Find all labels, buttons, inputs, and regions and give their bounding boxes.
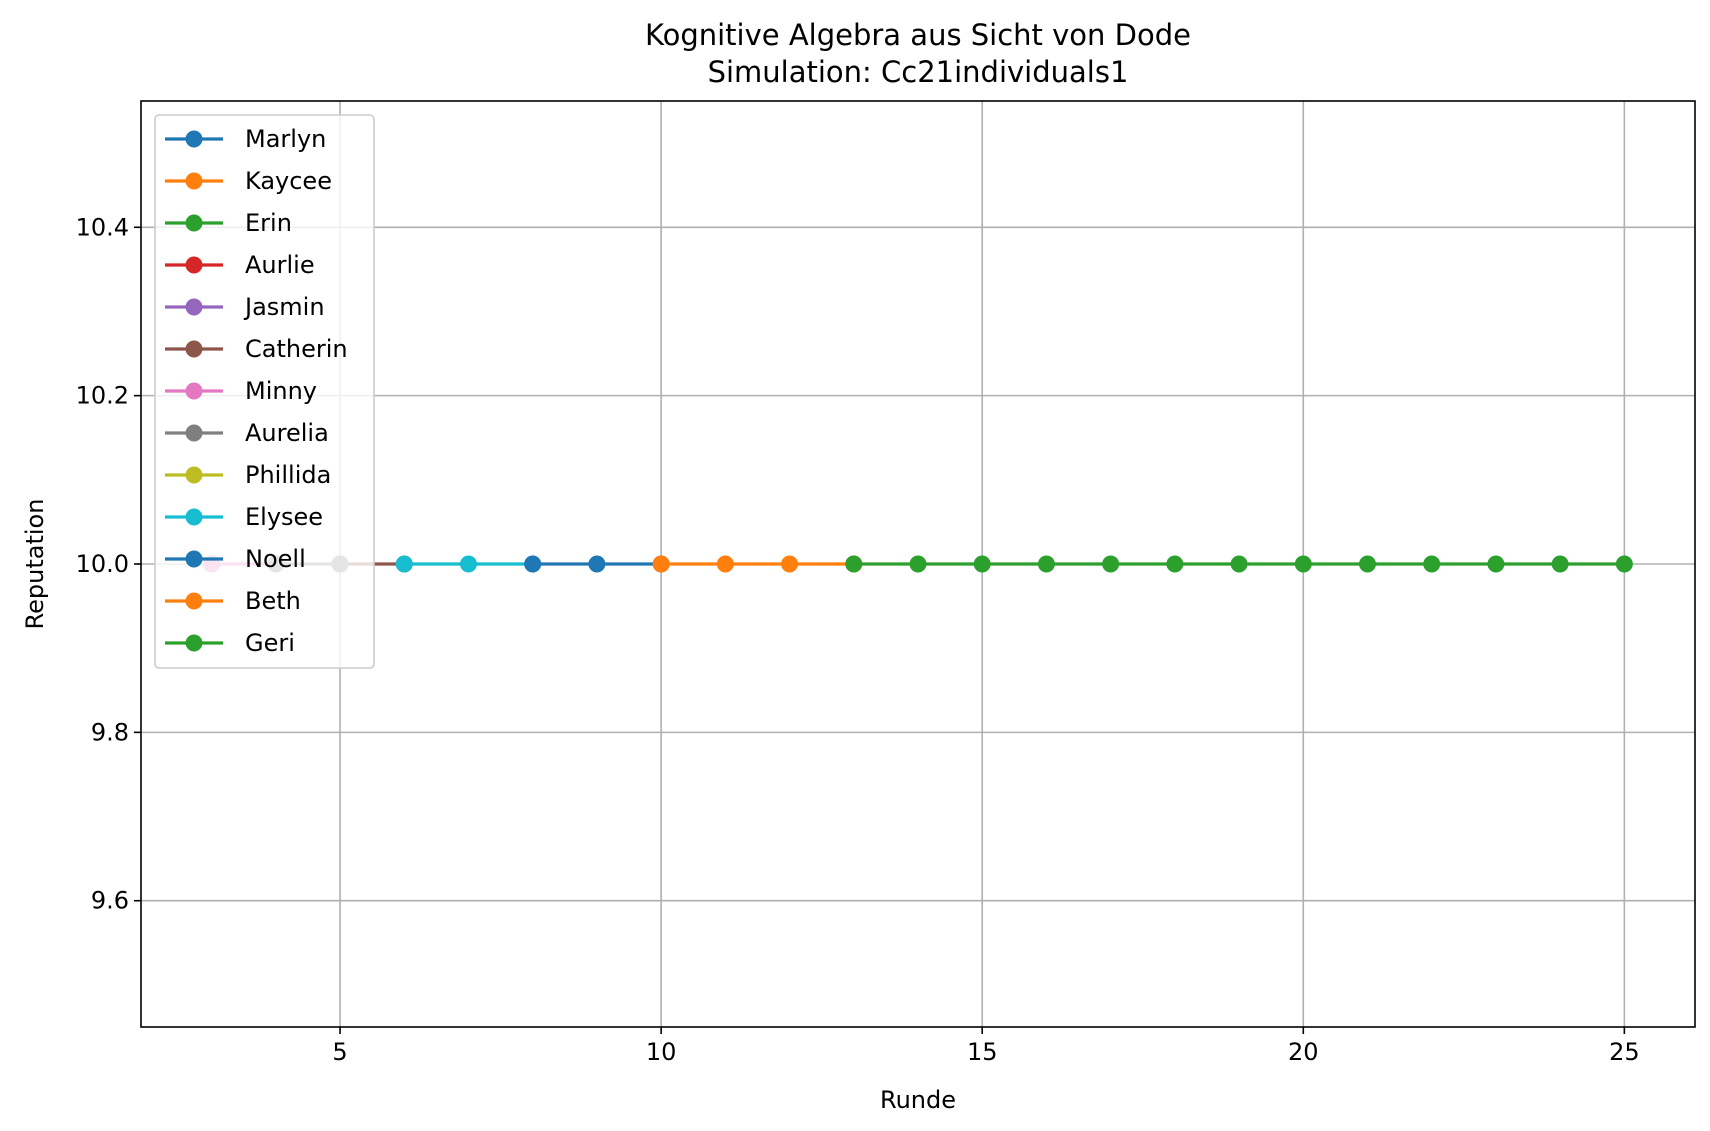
legend-marker-swatch xyxy=(185,550,203,568)
legend-marker-swatch xyxy=(185,214,203,232)
legend-entry: Aurlie xyxy=(165,251,315,279)
legend-entry: Catherin xyxy=(165,335,348,363)
legend-label: Kaycee xyxy=(245,167,332,195)
data-point xyxy=(1359,555,1377,573)
legend-marker-swatch xyxy=(185,130,203,148)
legend-label: Marlyn xyxy=(245,125,326,153)
legend-label: Aurlie xyxy=(245,251,315,279)
data-point xyxy=(781,555,799,573)
legend-label: Catherin xyxy=(245,335,348,363)
x-tick-label: 15 xyxy=(967,1038,998,1066)
data-point xyxy=(395,555,413,573)
legend-entry: Erin xyxy=(165,209,292,237)
legend-entry: Jasmin xyxy=(165,293,325,321)
data-point xyxy=(459,555,477,573)
legend-marker-swatch xyxy=(185,298,203,316)
legend-entry: Geri xyxy=(165,629,295,657)
legend-marker-swatch xyxy=(185,172,203,190)
legend: Marlyn Kaycee Erin Aurlie Jasmin Catherin Minn… xyxy=(154,114,375,669)
legend-label: Noell xyxy=(245,545,306,573)
x-tick-label: 20 xyxy=(1288,1038,1319,1066)
legend-marker-swatch xyxy=(185,634,203,652)
legend-label: Erin xyxy=(245,209,292,237)
legend-label: Beth xyxy=(245,587,301,615)
x-tick-label: 25 xyxy=(1609,1038,1640,1066)
data-point xyxy=(1166,555,1184,573)
legend-label: Phillida xyxy=(245,461,331,489)
legend-entry: Elysee xyxy=(165,503,323,531)
data-point xyxy=(1294,555,1312,573)
data-point xyxy=(1487,555,1505,573)
data-point xyxy=(652,555,670,573)
y-tick-label: 10.4 xyxy=(76,213,129,241)
legend-entry: Phillida xyxy=(165,461,331,489)
legend-label: Jasmin xyxy=(243,293,325,321)
axis-ticks: 5 10 15 20 25 9.6 9.8 10.0 10.2 10.4 xyxy=(76,213,1640,1066)
y-tick-label: 10.2 xyxy=(76,382,129,410)
data-point xyxy=(909,555,927,573)
legend-entry: Kaycee xyxy=(165,167,332,195)
x-axis-label: Runde xyxy=(880,1086,956,1114)
legend-entry: Marlyn xyxy=(165,125,326,153)
legend-label: Elysee xyxy=(245,503,323,531)
legend-entry: Minny xyxy=(165,377,317,405)
y-tick-label: 10.0 xyxy=(76,550,129,578)
legend-marker-swatch xyxy=(185,424,203,442)
data-point xyxy=(716,555,734,573)
data-point xyxy=(524,555,542,573)
chart-subtitle: Simulation: Cc21individuals1 xyxy=(708,55,1129,89)
chart-title: Kognitive Algebra aus Sicht von Dode xyxy=(645,18,1191,52)
data-point xyxy=(1037,555,1055,573)
legend-marker-swatch xyxy=(185,256,203,274)
legend-marker-swatch xyxy=(185,466,203,484)
data-point xyxy=(1615,555,1633,573)
legend-label: Minny xyxy=(245,377,317,405)
data-point xyxy=(1423,555,1441,573)
legend-marker-swatch xyxy=(185,592,203,610)
data-point xyxy=(1230,555,1248,573)
legend-entry: Noell xyxy=(165,545,306,573)
legend-marker-swatch xyxy=(185,382,203,400)
legend-box xyxy=(154,114,375,669)
legend-marker-swatch xyxy=(185,508,203,526)
data-point xyxy=(973,555,991,573)
x-tick-label: 10 xyxy=(646,1038,677,1066)
data-point xyxy=(845,555,863,573)
data-point xyxy=(1551,555,1569,573)
plot-series xyxy=(203,555,1633,573)
y-axis-label: Reputation xyxy=(21,499,49,630)
legend-label: Aurelia xyxy=(245,419,329,447)
legend-label: Geri xyxy=(245,629,295,657)
data-point xyxy=(588,555,606,573)
legend-marker-swatch xyxy=(185,340,203,358)
legend-entry: Aurelia xyxy=(165,419,329,447)
y-tick-label: 9.6 xyxy=(91,887,129,915)
series-geri xyxy=(845,555,1633,573)
data-point xyxy=(1102,555,1120,573)
x-tick-label: 5 xyxy=(332,1038,347,1066)
legend-entry: Beth xyxy=(165,587,301,615)
plot-area-frame xyxy=(140,100,1696,1028)
y-tick-label: 9.8 xyxy=(91,718,129,746)
